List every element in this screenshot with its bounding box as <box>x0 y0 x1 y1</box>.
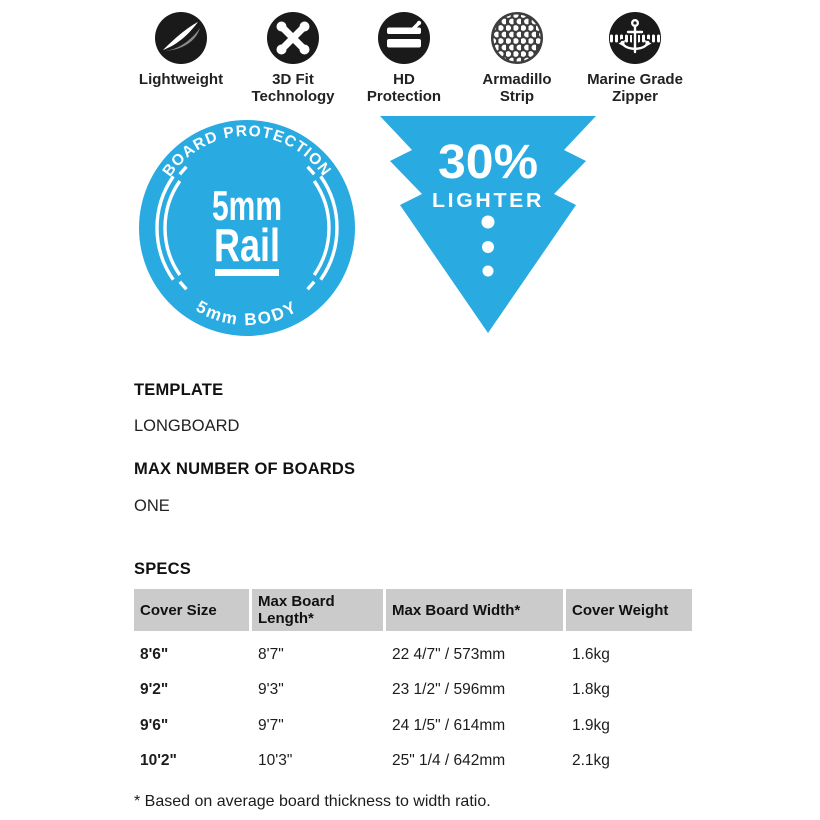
feature-hd-protection: HD Protection <box>342 12 466 105</box>
feature-label: Armadillo Strip <box>482 71 552 105</box>
feature-label: Marine Grade Zipper <box>587 71 683 105</box>
triangle-dots <box>481 215 495 277</box>
table-row: 9'6" 9'7" 24 1/5" / 614mm 1.9kg <box>140 716 610 734</box>
lighter-triangle-badge: 30% LIGHTER <box>380 116 596 333</box>
table-row: 9'2" 9'3" 23 1/2" / 596mm 1.8kg <box>140 681 610 699</box>
board-protection-badge: BOARD PROTECTION 5mm BODY 5mm Rail <box>139 120 355 336</box>
header-max-board-width: Max Board Width* <box>386 589 563 631</box>
badge-5mm-text: 5mm <box>212 182 282 229</box>
header-cover-weight: Cover Weight <box>566 589 692 631</box>
badge-underline <box>215 269 279 276</box>
feather-icon <box>155 12 207 64</box>
feature-lightweight: Lightweight <box>119 12 243 88</box>
template-value: LONGBOARD <box>134 417 240 435</box>
honeycomb-icon <box>491 12 543 64</box>
specs-table: Cover Size Max Board Length* Max Board W… <box>134 589 692 779</box>
feature-armadillo-strip: Armadillo Strip <box>455 12 579 105</box>
triangle-percent-text: 30% <box>438 136 538 189</box>
feature-label: HD Protection <box>366 71 442 105</box>
feature-label: 3D Fit Technology <box>251 71 335 105</box>
feature-3d-fit: 3D Fit Technology <box>231 12 355 105</box>
specs-heading: SPECS <box>134 560 191 578</box>
footnote: * Based on average board thickness to wi… <box>134 793 491 810</box>
table-row: 8'6" 8'7" 22 4/7" / 573mm 1.6kg <box>140 645 610 663</box>
triangle-lighter-text: LIGHTER <box>432 190 544 212</box>
crossed-bones-icon <box>267 12 319 64</box>
feature-marine-zipper: Marine Grade Zipper <box>573 12 697 105</box>
badge-rail-text: Rail <box>214 219 280 271</box>
padding-layers-icon <box>378 12 430 64</box>
header-cover-size: Cover Size <box>134 589 249 631</box>
template-heading: TEMPLATE <box>134 381 224 399</box>
anchor-zipper-icon <box>609 12 661 64</box>
max-boards-heading: MAX NUMBER OF BOARDS <box>134 460 356 478</box>
table-row: 10'2" 10'3" 25" 1/4 / 642mm 2.1kg <box>140 752 610 770</box>
specs-table-header: Cover Size Max Board Length* Max Board W… <box>134 589 692 631</box>
header-max-board-length: Max Board Length* <box>252 589 383 631</box>
max-boards-value: ONE <box>134 497 170 515</box>
specs-table-body: 8'6" 8'7" 22 4/7" / 573mm 1.6kg 9'2" 9'3… <box>134 637 692 779</box>
feature-label: Lightweight <box>138 71 224 88</box>
